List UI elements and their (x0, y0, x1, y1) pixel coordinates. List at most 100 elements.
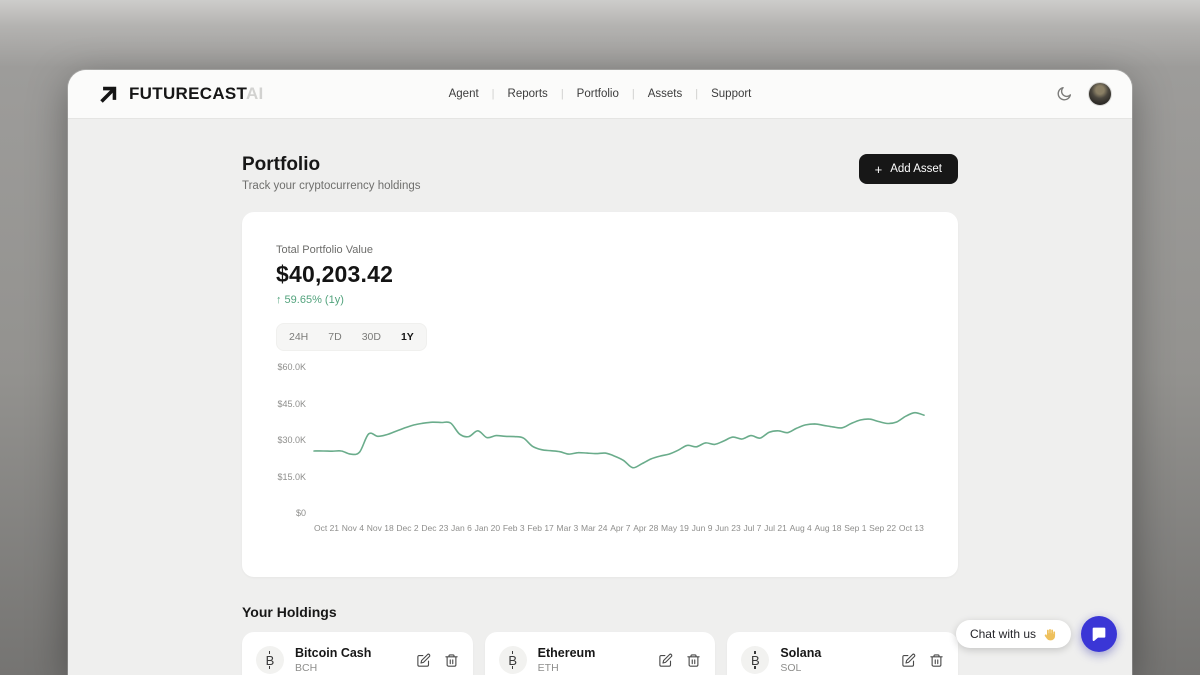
x-axis-tick: Aug 4 (789, 523, 812, 533)
add-asset-button[interactable]: + Add Asset (858, 154, 958, 184)
total-portfolio-value: $40,203.42 (276, 261, 394, 287)
chart-x-axis: Oct 21 Nov 4 Nov 18 Dec 2 Dec 23 Jan 6 Jan 20 F… (314, 523, 924, 533)
arrow-up-right-logo-icon (100, 86, 117, 103)
x-axis-tick: Dec 2 (396, 523, 419, 533)
user-avatar[interactable] (1088, 82, 1112, 106)
nav-separator: | (560, 88, 564, 100)
edit-holding-button[interactable] (901, 653, 916, 668)
y-axis-tick: $15.0K (277, 471, 306, 482)
coin-symbol: SOL (780, 662, 802, 674)
page-head: Portfolio Track your cryptocurrency hold… (242, 154, 958, 192)
coin-icon: B (498, 646, 527, 674)
x-axis-tick: Apr 7 (610, 523, 631, 533)
bitcoin-glyph-icon: B (508, 650, 517, 669)
edit-icon (659, 653, 673, 667)
coin-icon: B (741, 646, 770, 674)
x-axis-tick: Oct 21 (314, 523, 340, 533)
range-tab-1y[interactable]: 1Y (393, 327, 422, 347)
chat-with-us-button[interactable]: Chat with us (955, 620, 1071, 648)
topbar-right (1055, 82, 1112, 106)
trash-icon (444, 653, 458, 667)
coin-meta: Ethereum ETH (538, 646, 596, 674)
chat-widget: Chat with us (955, 616, 1117, 652)
x-axis-tick: Apr 28 (633, 523, 659, 533)
brand-suffix: AI (245, 84, 264, 103)
chat-bubble-icon (1092, 627, 1106, 641)
x-axis-tick: May 19 (661, 523, 689, 533)
x-axis-tick: Sep 1 (844, 523, 867, 533)
x-axis-tick: Jul 7 (743, 523, 762, 533)
x-axis-tick: Aug 18 (814, 523, 842, 533)
range-tab-30d[interactable]: 30D (354, 327, 389, 347)
app-window: FUTURECASTAI Agent | Reports | Portfolio | Ass… (68, 70, 1132, 675)
page-title-block: Portfolio Track your cryptocurrency hold… (242, 154, 421, 192)
holding-header: B Solana SOL (741, 646, 944, 674)
edit-icon (902, 653, 916, 667)
delete-holding-button[interactable] (686, 653, 701, 668)
topbar: FUTURECASTAI Agent | Reports | Portfolio | Ass… (68, 70, 1132, 119)
nav-separator: | (695, 88, 699, 100)
holding-actions (901, 653, 944, 668)
x-axis-tick: Nov 4 (341, 523, 364, 533)
delete-holding-button[interactable] (929, 653, 944, 668)
y-axis-tick: $45.0K (277, 398, 306, 409)
x-axis-tick: Dec 23 (421, 523, 449, 533)
trash-icon (930, 653, 943, 667)
portfolio-chart: $60.0K $45.0K $30.0K $15.0K $0 (276, 362, 925, 518)
portfolio-value-card: Total Portfolio Value $40,203.42 ↑ 59.65… (242, 212, 958, 577)
nav-item-assets[interactable]: Assets (647, 88, 683, 100)
page-subtitle: Track your cryptocurrency holdings (242, 180, 421, 192)
chat-label: Chat with us (969, 627, 1036, 641)
edit-holding-button[interactable] (416, 653, 431, 668)
nav-item-agent[interactable]: Agent (448, 88, 479, 100)
coin-meta: Bitcoin Cash BCH (295, 646, 371, 674)
x-axis-tick: Jun 23 (715, 523, 741, 533)
x-axis-tick: Feb 3 (502, 523, 525, 533)
page-title: Portfolio (242, 154, 321, 175)
x-axis-tick: Sep 22 (869, 523, 897, 533)
y-axis-tick: $0 (295, 508, 306, 518)
x-axis-tick: Jul 21 (764, 523, 787, 533)
bitcoin-glyph-icon: B (265, 650, 275, 669)
delete-holding-button[interactable] (444, 653, 459, 668)
range-tab-24h[interactable]: 24H (281, 327, 316, 347)
x-axis-tick: Feb 17 (527, 523, 554, 533)
edit-holding-button[interactable] (658, 653, 673, 668)
coin-name: Solana (780, 646, 822, 660)
x-axis-tick: Oct 13 (898, 523, 924, 533)
portfolio-change: ↑ 59.65% (1y) (276, 294, 344, 306)
x-axis-tick: Nov 18 (366, 523, 394, 533)
brand-name: FUTURECASTAI (129, 84, 264, 103)
chart-line-svg (313, 411, 925, 469)
holding-card-eth: BEthereumETHAI Score:-4(Slightly Bearish… (484, 632, 716, 675)
coin-meta: Solana SOL (780, 646, 821, 674)
plus-icon: + (874, 161, 883, 177)
coin-name: Ethereum (537, 646, 596, 660)
holding-actions (416, 653, 459, 668)
trash-icon (687, 653, 701, 667)
coin-symbol: ETH (537, 662, 559, 674)
holding-header: B Ethereum ETH (498, 646, 702, 674)
coin-name: Bitcoin Cash (295, 646, 372, 660)
chart-y-axis: $60.0K $45.0K $30.0K $15.0K $0 (276, 362, 314, 518)
x-axis-tick: Mar 24 (580, 523, 608, 533)
dark-mode-toggle[interactable] (1055, 85, 1073, 103)
y-axis-tick: $60.0K (277, 362, 306, 372)
moon-icon (1057, 86, 1072, 101)
holding-header: B Bitcoin Cash BCH (256, 646, 459, 674)
nav-item-portfolio[interactable]: Portfolio (576, 88, 619, 100)
brand-logo[interactable]: FUTURECASTAI (96, 82, 264, 107)
range-tab-7d[interactable]: 7D (320, 327, 349, 347)
holdings-title: Your Holdings (242, 604, 337, 620)
chat-fab-button[interactable] (1081, 616, 1117, 652)
x-axis-tick: Jun 9 (691, 523, 713, 533)
main-nav: Agent | Reports | Portfolio | Assets | Support (449, 88, 752, 100)
holding-card-sol: BSolanaSOLAI Score:-1(Slightly Bearish)+… (727, 632, 958, 675)
chart-plot-area (313, 367, 925, 513)
holding-actions (658, 653, 701, 668)
nav-item-reports[interactable]: Reports (507, 88, 548, 100)
nav-item-support[interactable]: Support (711, 88, 752, 100)
nav-separator: | (631, 88, 635, 100)
